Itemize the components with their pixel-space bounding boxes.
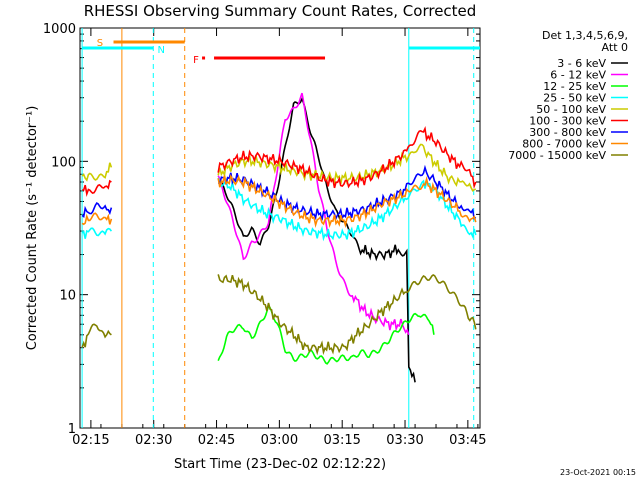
series-line xyxy=(81,323,112,348)
legend-entry-label: 6 - 12 keV xyxy=(550,69,606,82)
series-800-7000-kev xyxy=(81,173,477,229)
series-line xyxy=(217,173,477,229)
legend-entry-label: 25 - 50 keV xyxy=(543,92,606,105)
x-tick-label: 03:15 xyxy=(323,433,360,448)
series-25-50-kev xyxy=(81,177,477,242)
series-7000-15000-kev xyxy=(81,274,477,356)
x-tick-label: 02:15 xyxy=(72,433,109,448)
series-line xyxy=(81,212,113,226)
x-tick-label: 03:00 xyxy=(261,433,298,448)
series-line xyxy=(217,143,477,192)
x-tick-label: 03:30 xyxy=(386,433,423,448)
y-tick-label: 100 xyxy=(51,155,76,170)
y-tick-label: 1000 xyxy=(43,22,76,37)
series-line xyxy=(82,179,112,197)
legend-header-line-2: Att 0 xyxy=(602,41,628,54)
plot-area: 1 10 100 1000 02:15 02:30 02:45 03:00 03:15 03:30… xyxy=(43,22,487,448)
legend-entry-label: 100 - 300 keV xyxy=(529,115,606,128)
data-layer: S N F xyxy=(81,28,480,428)
series-line xyxy=(217,274,477,356)
y-tick-label: 10 xyxy=(59,289,76,304)
chart-title: RHESSI Observing Summary Count Rates, Co… xyxy=(84,2,477,20)
series-50-100-kev xyxy=(81,143,477,192)
series-6-12-kev xyxy=(217,92,410,336)
x-tick-label: 03:45 xyxy=(449,433,486,448)
series-line xyxy=(217,125,477,189)
series-12-25-kev xyxy=(217,304,435,365)
series-line xyxy=(217,92,410,336)
y-axis-label: Corrected Count Rate (s⁻¹ detector⁻¹) xyxy=(25,106,40,351)
series-line xyxy=(81,227,113,239)
legend-entry-label: 12 - 25 keV xyxy=(543,80,606,93)
legend-entry-label: 7000 - 15000 keV xyxy=(508,149,606,162)
plot-frame xyxy=(79,27,481,429)
legend-entry-label: 50 - 100 keV xyxy=(536,103,606,116)
x-tick-label: 02:30 xyxy=(135,433,172,448)
legend-entry-label: 3 - 6 keV xyxy=(557,57,606,70)
series-line xyxy=(81,162,113,182)
legend-header-line-1: Det 1,3,4,5,6,9, xyxy=(542,29,628,42)
legend-entry-label: 800 - 7000 keV xyxy=(522,138,606,151)
series-300-800-kev xyxy=(81,164,477,221)
y-tick-label: 1 xyxy=(68,422,76,437)
flag-label: F xyxy=(193,55,199,66)
legend-entry-label: 300 - 800 keV xyxy=(529,126,606,139)
series-line xyxy=(217,304,435,365)
x-axis-label: Start Time (23-Dec-02 02:12:22) xyxy=(174,457,386,472)
series-line xyxy=(81,202,113,219)
series-line xyxy=(217,177,477,242)
x-tick-label: 02:45 xyxy=(198,433,235,448)
series-100-300-kev xyxy=(82,125,477,197)
footer-date-stamp: 23-Oct-2021 00:15 xyxy=(560,468,636,477)
series-3-6-kev xyxy=(217,96,416,383)
flag-label: N xyxy=(157,45,164,56)
series-line xyxy=(217,96,416,383)
flag-label: S xyxy=(97,38,103,49)
flare-marker xyxy=(202,56,206,60)
